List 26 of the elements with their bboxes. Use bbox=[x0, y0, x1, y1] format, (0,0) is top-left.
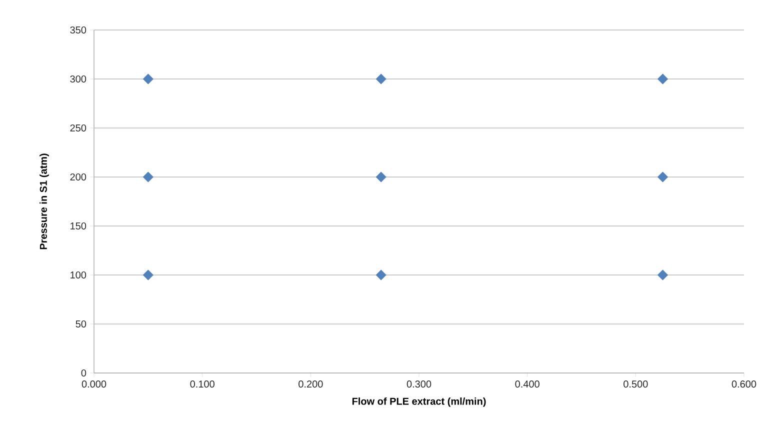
y-tick-label: 250 bbox=[70, 124, 86, 132]
point bbox=[142, 74, 154, 84]
x-axis-title: Flow of PLE extract (ml/min) bbox=[352, 397, 486, 407]
y-tick-label: 50 bbox=[76, 320, 86, 328]
y-tick-label: 200 bbox=[70, 173, 86, 181]
point bbox=[657, 270, 668, 280]
y-tick-label: 300 bbox=[70, 75, 86, 83]
y-tick-label: 100 bbox=[70, 271, 86, 279]
point bbox=[142, 172, 154, 182]
y-tick-label: 350 bbox=[70, 26, 86, 34]
x-tick-label: 0.300 bbox=[406, 380, 432, 388]
y-tick-label: 150 bbox=[70, 222, 86, 230]
x-tick-label: 0.100 bbox=[190, 380, 214, 388]
point bbox=[142, 270, 154, 280]
x-tick-label: 0.000 bbox=[82, 380, 106, 388]
point bbox=[376, 74, 386, 84]
y-tick-label: 0 bbox=[81, 369, 86, 377]
y-axis-title: Pressure in S1 (atm) bbox=[40, 154, 49, 250]
point bbox=[376, 172, 386, 182]
point bbox=[376, 270, 386, 280]
x-tick-label: 0.600 bbox=[732, 380, 756, 388]
x-tick-label: 0.400 bbox=[515, 380, 540, 388]
x-tick-label: 0.200 bbox=[298, 380, 323, 388]
x-tick-label: 0.500 bbox=[624, 380, 648, 388]
point bbox=[657, 172, 668, 182]
point bbox=[657, 74, 668, 84]
